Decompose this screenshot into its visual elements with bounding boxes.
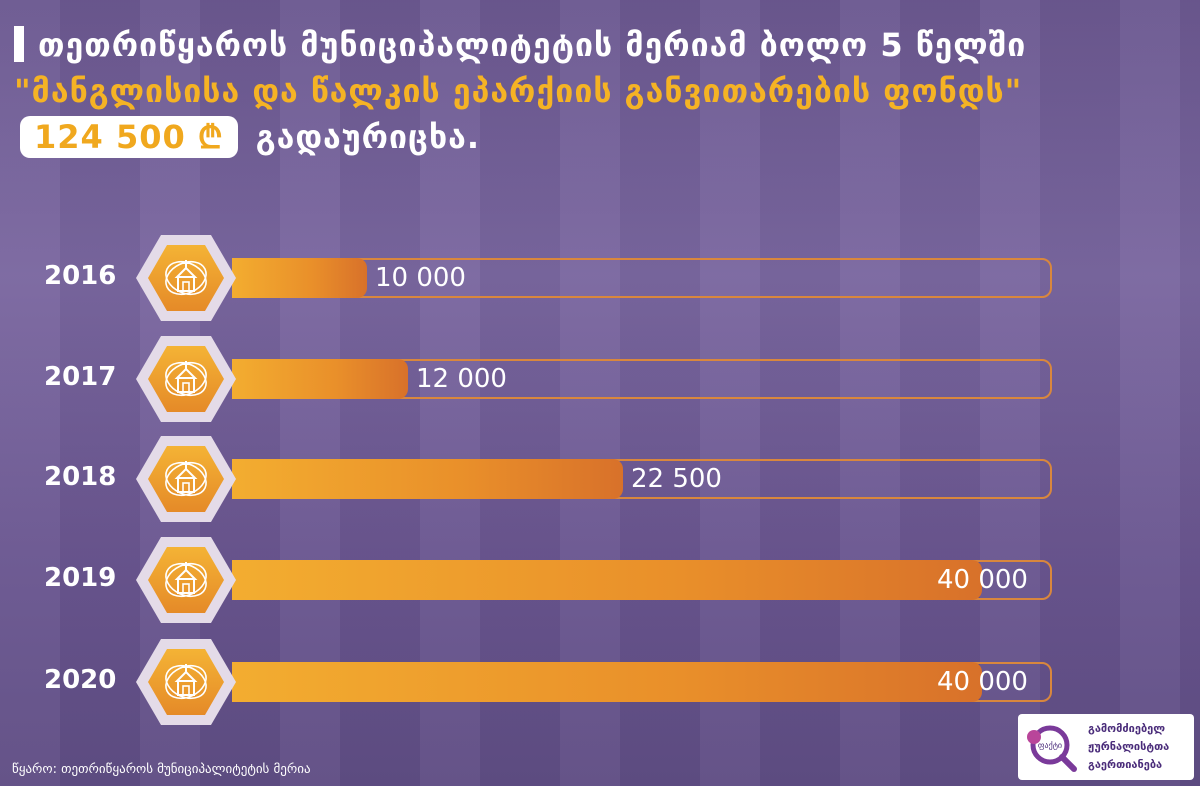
headline-accent: "მანგლისისა და წალკის ეპარქიის განვითარე… (14, 72, 1023, 110)
value-label: 10 000 (375, 263, 466, 293)
church-icon (162, 355, 210, 403)
year-label: 2018 (44, 462, 117, 492)
bar-row: 2018 22 500 (0, 434, 1200, 524)
headline-amount: 124 500 ₾ (20, 116, 238, 158)
headline-marker (14, 26, 24, 62)
logo-mark-text: ფაქტი (1038, 740, 1062, 750)
church-icon (162, 254, 210, 302)
bar-row: 2017 12 000 (0, 334, 1200, 424)
church-icon (162, 556, 210, 604)
logo-line-1: გამომძიებელ (1088, 722, 1166, 735)
value-label: 40 000 (937, 667, 1028, 697)
year-label: 2020 (44, 665, 117, 695)
value-label: 22 500 (631, 464, 722, 494)
bar (232, 359, 408, 399)
headline-part2: გადაურიცხა. (255, 118, 481, 156)
year-label: 2016 (44, 261, 117, 291)
headline: თეთრიწყაროს მუნიციპალიტეტის მერიამ ბოლო … (14, 22, 1174, 160)
bar (232, 662, 982, 702)
value-label: 40 000 (937, 565, 1028, 595)
logo-text: გამომძიებელ ჟურნალისტთა გაერთიანება (1088, 720, 1169, 774)
publisher-logo: ფაქტი გამომძიებელ ჟურნალისტთა გაერთიანებ… (1018, 714, 1194, 780)
value-label: 12 000 (416, 364, 507, 394)
headline-part1: თეთრიწყაროს მუნიციპალიტეტის მერიამ ბოლო … (38, 26, 1027, 64)
logo-line-2: ჟურნალისტთა (1088, 740, 1170, 753)
bar-row: 2019 40 000 (0, 535, 1200, 625)
bar (232, 258, 367, 298)
bar-row: 2016 10 000 (0, 233, 1200, 323)
church-icon (162, 455, 210, 503)
source-note: წყარო: თეთრიწყაროს მუნიციპალიტეტის მერია (12, 762, 311, 777)
bar (232, 459, 623, 499)
year-label: 2019 (44, 563, 117, 593)
church-icon (162, 658, 210, 706)
magnifier-icon: ფაქტი (1027, 725, 1077, 772)
year-label: 2017 (44, 362, 117, 392)
bar (232, 560, 982, 600)
bar-row: 2020 40 000 (0, 637, 1200, 727)
logo-line-3: გაერთიანება (1088, 758, 1163, 771)
